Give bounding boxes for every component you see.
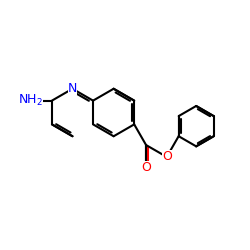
Text: NH$_2$: NH$_2$ xyxy=(18,93,43,108)
Text: O: O xyxy=(162,150,172,164)
Text: O: O xyxy=(142,161,152,174)
Text: N: N xyxy=(68,82,77,95)
